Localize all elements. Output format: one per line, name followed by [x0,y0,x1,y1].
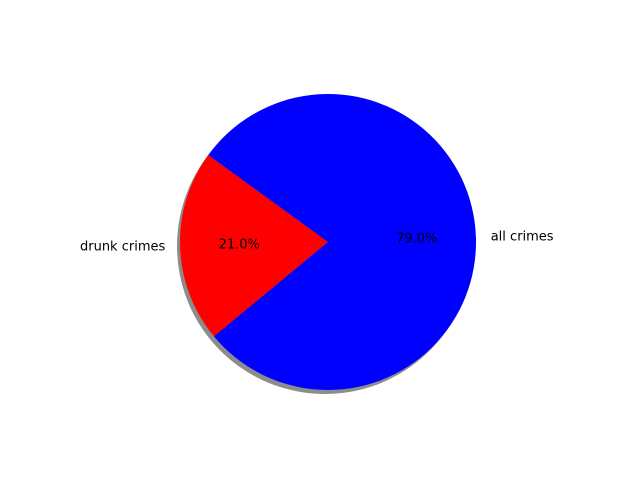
pie-label-layer: 21.0% drunk crimes 79.0% all crimes [80,229,554,254]
pie-category-label-drunk-crimes: drunk crimes [80,240,166,255]
pie-slice-layer [180,93,477,390]
pie-category-label-all-crimes: all crimes [491,229,554,244]
pie-pct-label-drunk-crimes: 21.0% [219,237,260,252]
pie-slice-drunk-crimes [180,155,328,337]
pie-pct-label-all-crimes: 79.0% [396,232,437,247]
pie-slice-all-crimes [208,93,477,390]
